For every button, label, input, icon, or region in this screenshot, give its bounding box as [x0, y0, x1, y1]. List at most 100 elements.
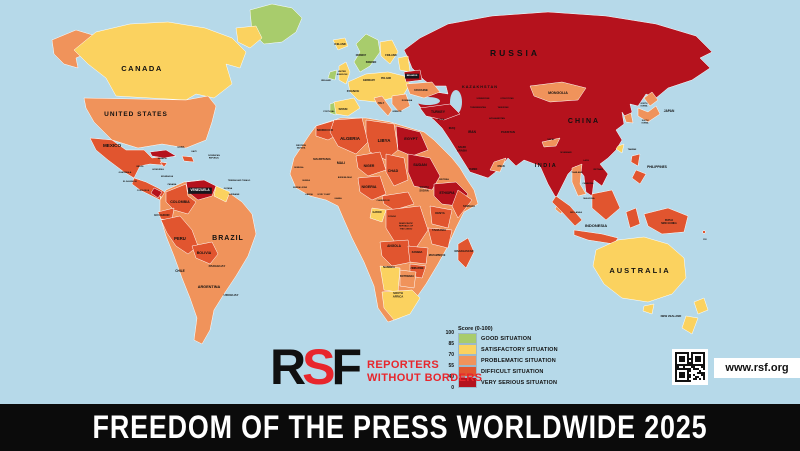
country-label: ETHIOPIA: [439, 191, 455, 195]
country-label: IRELAND: [321, 79, 331, 82]
country-label: WESTERN SAHARA: [296, 145, 307, 150]
country-label: TRINIDAD AND TOBAGO: [228, 179, 251, 182]
region-borneo: [591, 189, 621, 221]
region-tanzania: [427, 227, 453, 249]
country-label: TAIWAN: [628, 148, 637, 151]
country-label: SURINAME: [229, 193, 240, 196]
region-japan-north: [643, 91, 659, 107]
country-label: YEMEN: [469, 168, 478, 171]
country-label: DOMINICAN REPUBLIC: [208, 154, 220, 160]
region-sumatra: [551, 195, 583, 227]
rsf-letter-f: F: [331, 339, 361, 395]
country-label: NORWAY: [356, 54, 367, 57]
region-canada-islands: [235, 25, 263, 49]
legend-label: DIFFICULT SITUATION: [481, 368, 544, 375]
region-botswana: [399, 269, 417, 289]
region-sudan: [407, 153, 441, 191]
country-label: PERU: [174, 236, 186, 241]
legend-title: Score (0-100): [458, 326, 493, 332]
rsf-tagline-line2: WITHOUT BORDERS: [367, 372, 483, 384]
country-label: GABON: [373, 211, 382, 214]
region-spain: [333, 97, 361, 117]
country-label: BOLIVIA: [197, 251, 212, 255]
country-label: FRANCE: [347, 89, 360, 93]
country-label: UNITED STATES: [104, 111, 168, 118]
region-usa: [83, 95, 217, 149]
country-label: ITALY: [378, 102, 385, 105]
country-label: GERMANY: [363, 79, 376, 82]
country-label: PARAGUAY: [209, 264, 226, 268]
region-madagascar: [457, 237, 475, 269]
country-label: ERITREA: [439, 178, 449, 181]
country-label: MADAGASCAR: [454, 249, 473, 253]
country-label: BRAZIL: [212, 235, 244, 242]
region-fiji: [702, 230, 706, 234]
country-label: INDIA: [535, 163, 557, 169]
legend-label: SATISFACTORY SITUATION: [481, 346, 558, 353]
region-south-korea: [623, 112, 634, 124]
country-label: IRAN: [468, 130, 476, 134]
country-label: ECUADOR: [154, 213, 170, 217]
country-label: NAMIBIA: [383, 265, 395, 269]
country-label: TANZANIA: [432, 228, 446, 232]
legend-tick: 85: [448, 341, 454, 347]
region-nicaragua: [150, 187, 163, 199]
country-label: TAJIKISTAN: [498, 106, 509, 109]
rsf-tagline: REPORTERS WITHOUT BORDERS: [367, 342, 482, 392]
country-label: MALAYSIA: [583, 197, 595, 200]
region-south-africa: [381, 289, 421, 321]
region-tasmania: [642, 303, 655, 315]
country-label: KENYA: [435, 211, 445, 215]
country-label: TURKEY: [431, 110, 446, 114]
region-canada: [73, 21, 247, 101]
region-ireland: [327, 69, 338, 81]
legend-tick: 0: [451, 385, 454, 391]
region-algeria: [329, 117, 369, 155]
country-label: CONGO: [388, 216, 397, 218]
legend-items: GOOD SITUATION SATISFACTORY SITUATION PROB…: [458, 332, 558, 389]
country-label: NIGERIA: [362, 185, 377, 189]
country-label: PANAMA: [168, 183, 177, 186]
region-chad: [385, 153, 409, 187]
country-label: KYRGYZSTAN: [501, 97, 515, 100]
legend-tick: 70: [448, 352, 454, 358]
region-bolivia: [191, 241, 219, 265]
website-url: www.rsf.org: [725, 362, 789, 374]
qr-code-pattern: [675, 352, 705, 382]
rsf-tagline-line1: REPORTERS: [367, 359, 440, 371]
region-nigeria: [357, 175, 387, 201]
region-guyanas: [213, 185, 231, 203]
country-label: FIJI: [703, 239, 707, 241]
country-label: GUYANA: [224, 187, 233, 190]
country-label: ICELAND: [334, 42, 346, 46]
country-label: UZBEKISTAN: [477, 97, 490, 100]
region-balkans: [391, 93, 411, 113]
world-map: CANADA UNITED STATES MEXICO CUBA JAMAICA HAIT…: [51, 3, 713, 345]
country-label: AUSTRALIA: [609, 266, 670, 275]
country-label: CAMEROON: [376, 199, 389, 202]
country-label: SOUTH SUDAN: [419, 185, 428, 192]
region-peru: [160, 215, 199, 255]
country-label: SOUTH AFRICA: [393, 291, 404, 299]
country-label: HAITI: [191, 150, 197, 153]
website-box: www.rsf.org: [714, 358, 800, 378]
country-label: RUSSIA: [490, 48, 540, 58]
region-cuba: [149, 149, 177, 159]
region-philippines-south: [631, 169, 647, 185]
region-new-guinea: [643, 207, 689, 235]
country-label: THAILAND: [571, 171, 583, 174]
country-label: CHAD: [388, 169, 399, 173]
legend-swatch: [458, 376, 477, 389]
country-label: MEXICO: [103, 143, 122, 148]
region-alaska: [51, 29, 97, 69]
country-label: AFGHANISTAN: [489, 117, 505, 120]
country-label: CANADA: [121, 64, 163, 73]
country-label: BOTSWANA: [400, 275, 414, 278]
country-label: MYANMAR: [560, 151, 572, 154]
country-label: SENEGAL: [294, 166, 304, 169]
region-cameroon: [381, 191, 415, 211]
country-label: EGYPT: [404, 136, 418, 141]
country-label: PORTUGAL: [323, 110, 335, 113]
legend-scale: 100 85 70 55 40 0: [440, 326, 456, 396]
country-label: MOZAMBIQUE: [429, 254, 446, 257]
